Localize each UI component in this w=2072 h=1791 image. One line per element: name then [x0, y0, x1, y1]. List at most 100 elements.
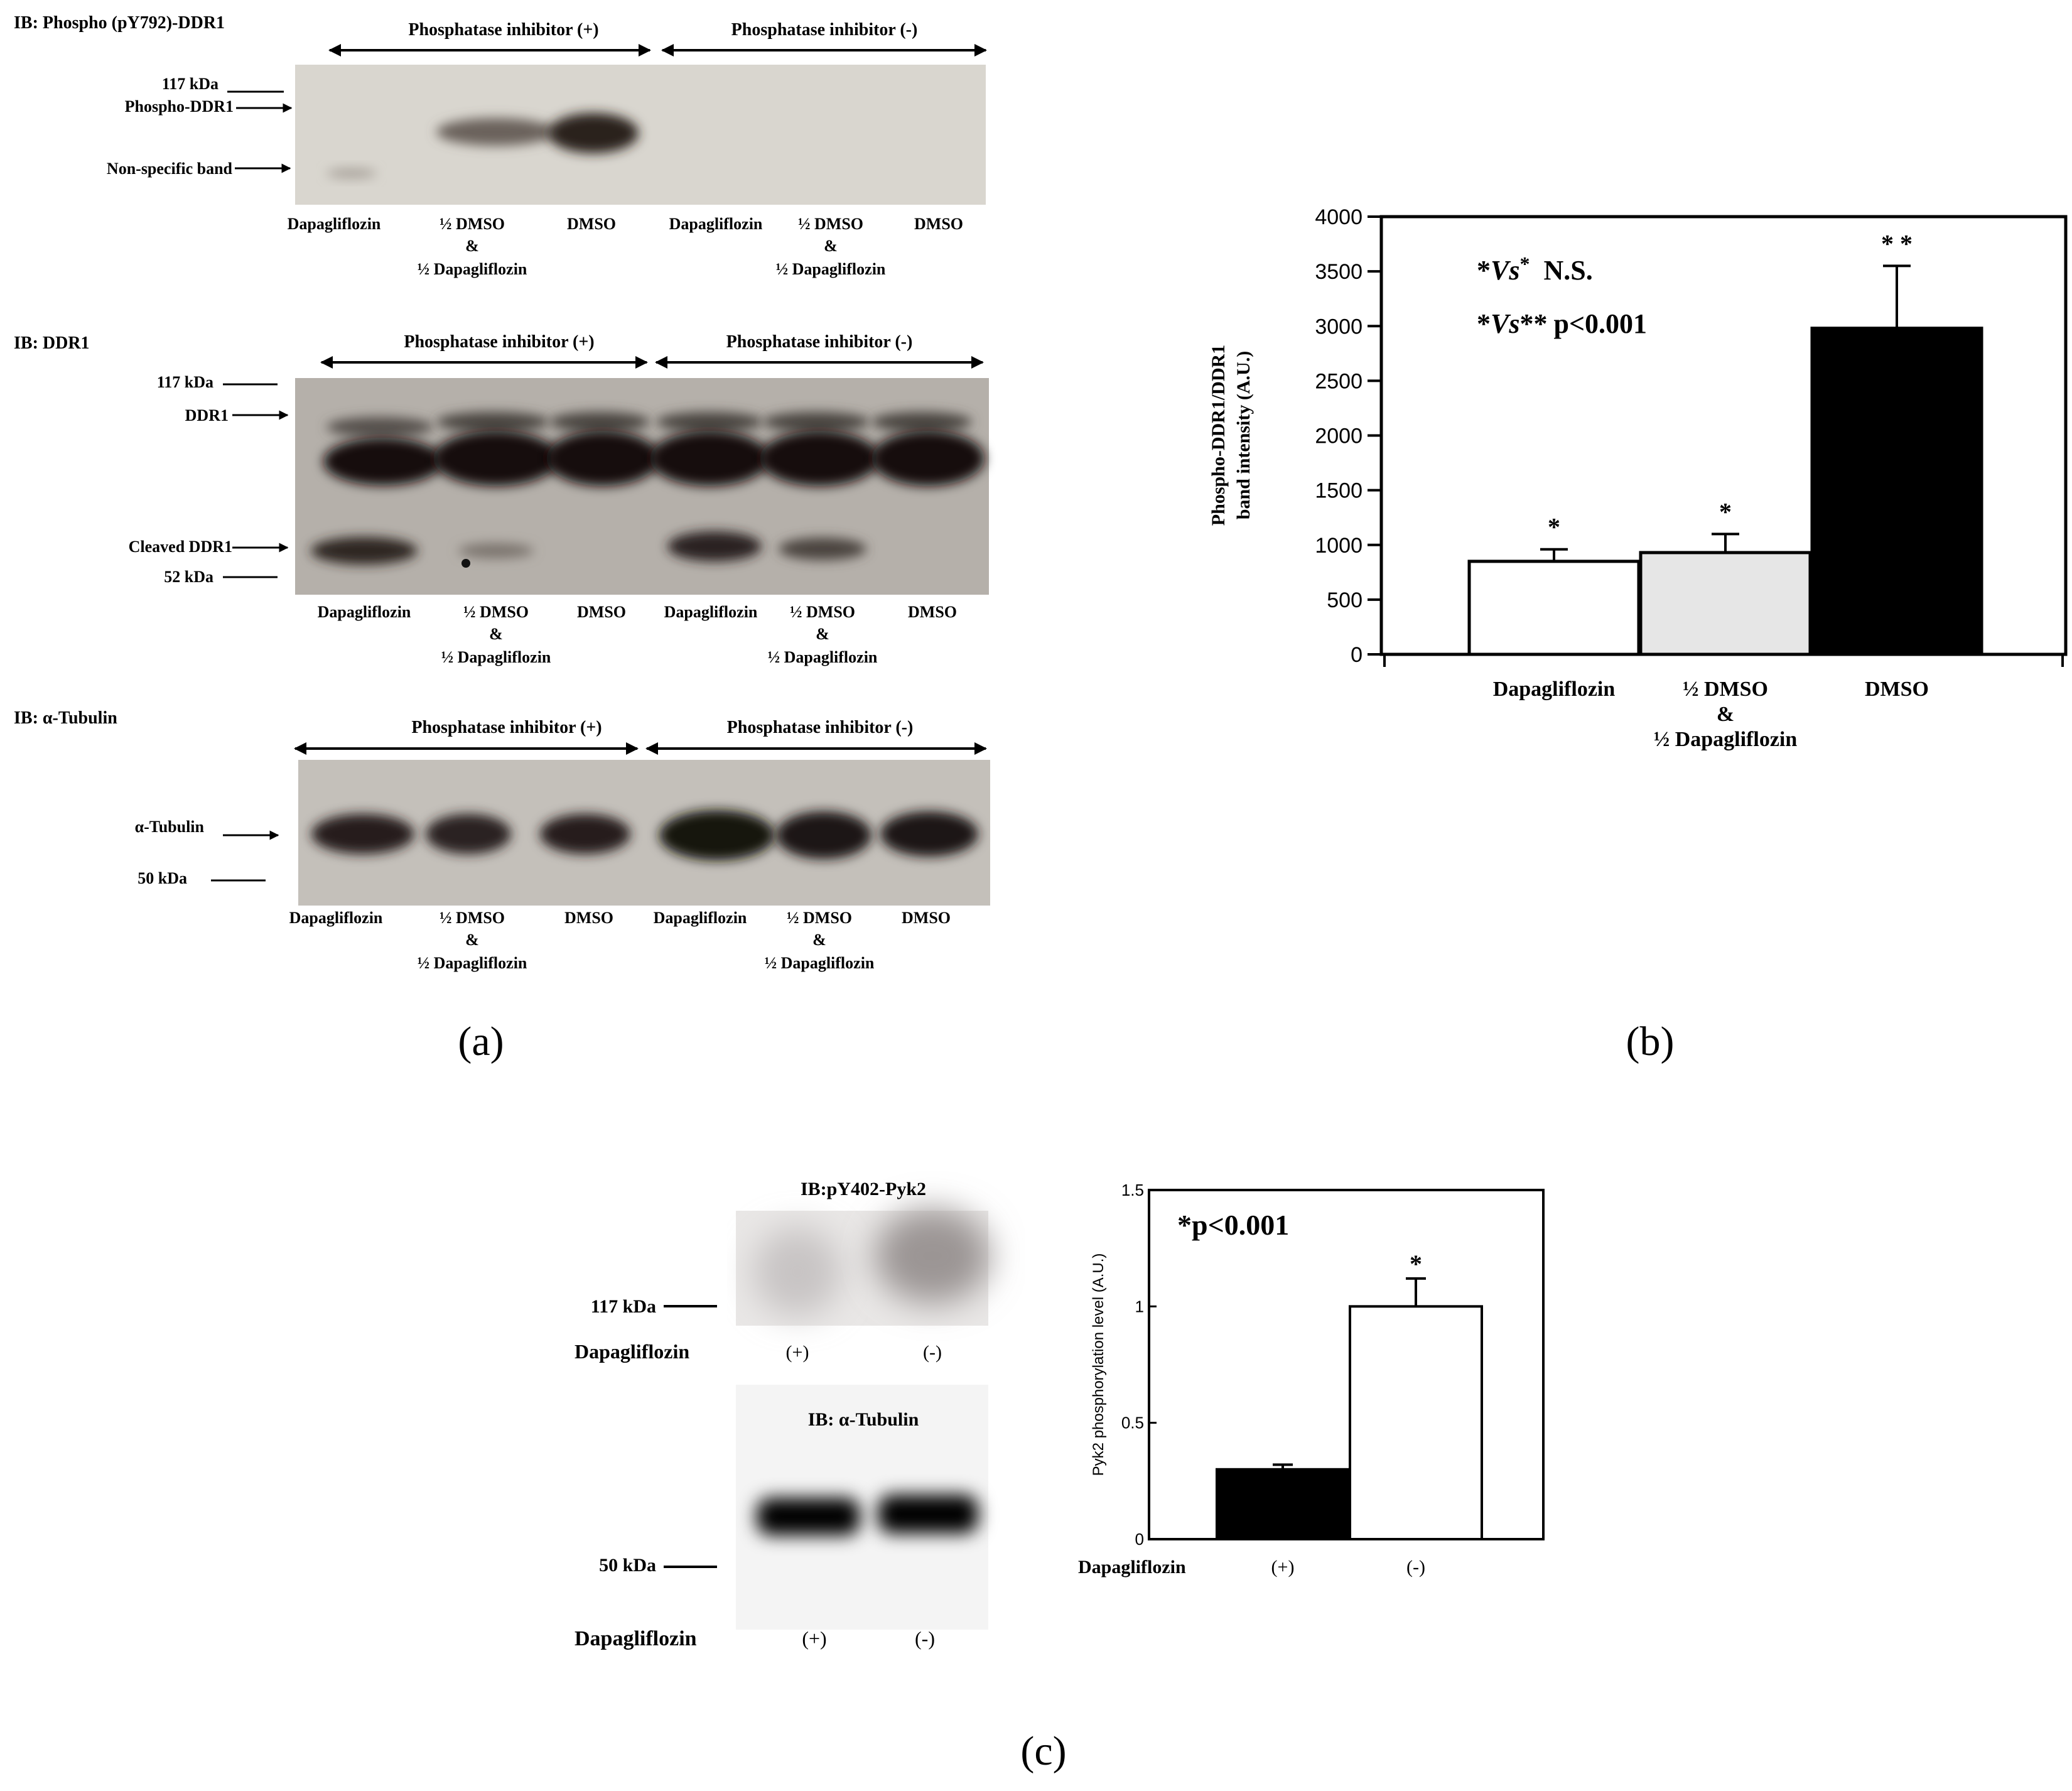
blot-title: IB: α-Tubulin — [808, 1409, 919, 1430]
lane-label: ½ Dapagliflozin — [765, 954, 875, 972]
band-ddr1-main — [871, 431, 985, 486]
x-tick-label: (-) — [1406, 1557, 1425, 1577]
marker-nonspecific: Non-specific band — [107, 160, 233, 178]
lane-labels: Dapagliflozin ½ DMSO & ½ Dapagliflozin D… — [288, 215, 963, 278]
blot-speck — [461, 559, 470, 568]
y-tick-label: 4000 — [1315, 205, 1362, 229]
group-label-minus: Phosphatase inhibitor (-) — [726, 332, 913, 352]
ddr1-bands — [311, 412, 985, 568]
lane-label: ½ Dapagliflozin — [441, 648, 551, 666]
ib-label: IB: Phospho (pY792)-DDR1 — [14, 13, 225, 33]
bar — [1467, 560, 1641, 656]
lane-label: DMSO — [902, 909, 951, 927]
marker-cleaved-ddr1: Cleaved DDR1 — [129, 538, 232, 556]
significance-annotation: *p<0.001 — [1177, 1209, 1289, 1241]
lane-label: ½ DMSO — [440, 215, 505, 233]
band-ddr1-main — [433, 431, 559, 486]
marker-52kda: 52 kDa — [164, 568, 213, 586]
lane-label: Dapagliflozin — [664, 603, 758, 621]
x-axis-labels: Dapagliflozin ½ DMSO&½ Dapagliflozin DMSO — [1493, 678, 1929, 751]
lane-label: (+) — [786, 1342, 809, 1363]
significance-marker: * * — [1881, 229, 1913, 257]
band-cleaved — [311, 537, 418, 565]
blot-title: IB:pY402-Pyk2 — [801, 1179, 926, 1199]
y-tick-label: 500 — [1327, 588, 1362, 612]
marker-ddr1: DDR1 — [185, 406, 229, 425]
lane-label: ½ Dapagliflozin — [418, 954, 527, 972]
chart-c: 0 0.5 1 1.5 * Dapagliflozin (+) (-) Pyk2 phos… — [1078, 1181, 1545, 1577]
marker-117kda: 117 kDa — [157, 373, 213, 391]
lane-label: & — [816, 625, 829, 643]
band-ddr1-upper — [656, 412, 763, 432]
x-tick-label: DMSO — [1865, 678, 1929, 701]
band-cleaved — [779, 538, 866, 560]
blot-pyk2: IB:pY402-Pyk2 117 kDa Dapagliflozin (+) … — [575, 1179, 990, 1363]
lane-label: Dapagliflozin — [288, 215, 381, 233]
lane-label: ½ DMSO — [440, 909, 505, 927]
band-ddr1-upper — [763, 412, 870, 432]
band-cleaved — [458, 543, 534, 558]
lane-label: ½ DMSO — [787, 909, 852, 927]
panel-a: IB: Phospho (pY792)-DDR1 Phosphatase inh… — [14, 13, 990, 1064]
y-axis-label-line2: band intensity (A.U.) — [1233, 351, 1254, 519]
x-tick-label: ½ DMSO — [1683, 678, 1768, 701]
marker-phospho-ddr1: Phospho-DDR1 — [125, 97, 234, 116]
lane-label: DMSO — [908, 603, 957, 621]
lane-label: & — [489, 625, 503, 643]
blot-tubulin-c: IB: α-Tubulin 50 kDa Dapagliflozin (+) (… — [575, 1385, 988, 1650]
group-label-plus: Phosphatase inhibitor (+) — [411, 718, 602, 737]
lane-label: DMSO — [577, 603, 626, 621]
group-label-plus: Phosphatase inhibitor (+) — [408, 20, 598, 40]
y-tick-label: 0.5 — [1121, 1414, 1144, 1432]
annot-star: * — [1477, 255, 1491, 286]
panel-label-c: (c) — [1020, 1728, 1066, 1774]
svg-text:*Vs**p<0.001: *Vs** p<0.001 — [1477, 308, 1647, 339]
blot-membrane — [295, 65, 986, 205]
significance-marker: * — [1719, 497, 1732, 526]
lane-label: & — [812, 931, 826, 949]
lane-labels: Dapagliflozin ½ DMSO & ½ Dapagliflozin D… — [318, 603, 957, 666]
band-ddr1-main — [323, 438, 443, 485]
blot-membrane — [295, 378, 989, 595]
band-tubulin — [776, 811, 871, 859]
x-tick-label: & — [1717, 703, 1734, 726]
y-axis-label: Pyk2 phosphorylation level (A.U.) — [1090, 1253, 1107, 1476]
lane-label: ½ DMSO — [463, 603, 529, 621]
x-tick-label: (+) — [1271, 1557, 1295, 1577]
y-axis-ticks: 0 0.5 1 1.5 — [1121, 1181, 1157, 1549]
blot-tubulin: IB: α-Tubulin Phosphatase inhibitor (+) … — [14, 708, 990, 972]
panel-label-a: (a) — [458, 1019, 504, 1064]
group-label-plus: Phosphatase inhibitor (+) — [404, 332, 594, 352]
band-ddr1-main — [650, 431, 769, 486]
bar — [1349, 1305, 1483, 1540]
y-tick-label: 1.5 — [1121, 1181, 1144, 1199]
lane-label: ½ Dapagliflozin — [768, 648, 878, 666]
lane-label: (+) — [802, 1627, 826, 1650]
y-axis-ticks: 0 500 1000 1500 2000 2500 3000 3500 4000 — [1315, 205, 1381, 667]
marker-50kda: 50 kDa — [138, 869, 187, 887]
band-ddr1-upper — [549, 412, 650, 432]
marker-50kda: 50 kDa — [599, 1555, 656, 1576]
annot-star: * — [1477, 308, 1491, 339]
lane-label: Dapagliflozin — [289, 909, 383, 927]
y-tick-label: 2000 — [1315, 425, 1362, 448]
band-tubulin — [880, 811, 978, 857]
lane-label: ½ Dapagliflozin — [776, 260, 886, 278]
x-axis-labels: Dapagliflozin (+) (-) — [1078, 1557, 1425, 1577]
annotation-p: *Vs** p<0.001 — [1477, 308, 1647, 339]
blot-ddr1: IB: DDR1 Phosphatase inhibitor (+) Phosp… — [14, 332, 989, 666]
blot-phospho-ddr1: IB: Phospho (pY792)-DDR1 Phosphatase inh… — [14, 13, 987, 278]
annot-result: p<0.001 — [1553, 308, 1647, 339]
y-tick-label: 2500 — [1315, 369, 1362, 393]
band-tubulin — [757, 1498, 860, 1535]
lane-label: Dapagliflozin — [654, 909, 747, 927]
lane-label: DMSO — [564, 909, 613, 927]
annot-star: * — [1519, 252, 1530, 275]
svg-text:*Vs*N.S.: *Vs* N.S. — [1477, 252, 1593, 286]
annotation-ns: *Vs* N.S. — [1477, 252, 1593, 286]
y-axis-label-line1: Phospho-DDR1/DDR1 — [1208, 345, 1229, 526]
lane-label: & — [465, 931, 479, 949]
y-tick-label: 1000 — [1315, 534, 1362, 558]
band-nonspecific-lane1 — [326, 168, 377, 178]
